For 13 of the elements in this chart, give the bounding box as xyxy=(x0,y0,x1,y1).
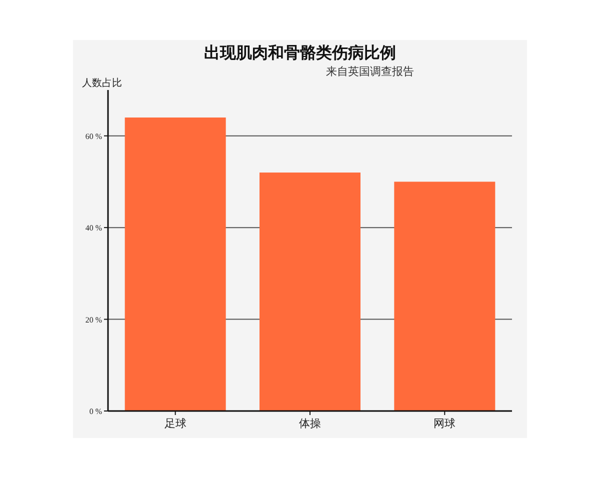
bar xyxy=(124,118,226,411)
chart-subtitle: 来自英国调查报告 xyxy=(326,65,414,78)
y-tick-label: 60 % xyxy=(85,132,102,141)
chart-title: 出现肌肉和骨骼类伤病比例 xyxy=(204,44,396,62)
bar xyxy=(394,182,496,411)
x-tick-label: 网球 xyxy=(434,417,456,430)
y-tick-label: 20 % xyxy=(85,315,102,324)
y-axis-title: 人数占比 xyxy=(82,77,122,89)
x-tick-label: 体操 xyxy=(299,418,321,430)
y-tick-label: 40 % xyxy=(85,224,102,233)
bar xyxy=(260,172,360,411)
y-tick-label: 0 % xyxy=(89,407,102,416)
x-tick-label: 足球 xyxy=(164,417,186,430)
